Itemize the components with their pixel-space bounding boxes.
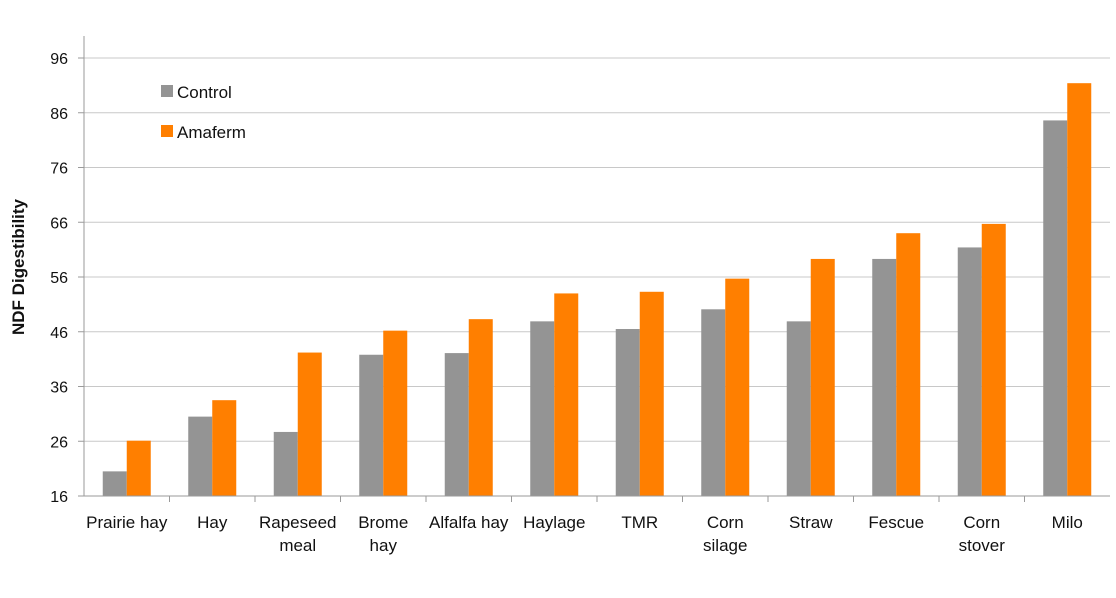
bars	[102, 83, 1092, 496]
bar-amaferm	[981, 223, 1006, 496]
x-tick-label: Milo	[1052, 513, 1083, 532]
y-tick-label: 76	[50, 161, 68, 178]
y-tick-label: 16	[50, 489, 68, 506]
y-axis-label: NDF Digestibility	[9, 198, 28, 335]
bar-control	[530, 321, 555, 496]
x-tick-label: Fescue	[868, 513, 924, 532]
y-tick-label: 96	[50, 51, 68, 68]
x-tick-label: Alfalfa hay	[429, 513, 509, 532]
y-tick-label: 46	[50, 325, 68, 342]
y-tick-labels: 16 26 36 46 56 66 76 86 96	[50, 51, 84, 506]
legend: Control Amaferm	[161, 83, 246, 142]
x-tick-label: Haylage	[523, 513, 585, 532]
x-tick-label: TMR	[621, 513, 658, 532]
bar-control	[1043, 120, 1068, 496]
bar-amaferm	[468, 319, 493, 496]
y-tick-label: 36	[50, 380, 68, 397]
x-tick-label: Straw	[789, 513, 833, 532]
bar-amaferm	[725, 278, 750, 496]
x-tick-label: Corn silage	[703, 513, 747, 555]
y-tick-label: 56	[50, 270, 68, 287]
bar-amaferm	[896, 233, 921, 496]
bar-amaferm	[1067, 83, 1092, 496]
x-tick-label: Rapeseed meal	[259, 513, 337, 555]
bar-amaferm	[383, 330, 408, 496]
bar-amaferm	[810, 258, 835, 496]
bar-control	[102, 471, 127, 496]
x-tick-labels: Prairie hay Hay Rapeseed meal Brome hay Alfalf…	[86, 496, 1083, 555]
bar-amaferm	[126, 440, 151, 496]
bar-amaferm	[212, 400, 237, 496]
bar-amaferm	[639, 291, 664, 496]
axes	[83, 36, 1110, 497]
x-tick-label: Prairie hay	[86, 513, 168, 532]
gridlines	[84, 57, 1110, 442]
bar-amaferm	[297, 352, 322, 496]
bar-control	[786, 321, 811, 496]
bar-control	[188, 416, 213, 496]
x-tick-label: Corn stover	[959, 513, 1006, 555]
legend-label-amaferm: Amaferm	[177, 123, 246, 142]
y-tick-label: 26	[50, 434, 68, 451]
bar-control	[957, 247, 982, 496]
bar-control	[359, 354, 384, 496]
legend-swatch-amaferm	[161, 125, 173, 137]
bar-control	[273, 431, 298, 496]
x-tick-label: Hay	[197, 513, 228, 532]
bar-control	[444, 353, 469, 496]
y-tick-label: 66	[50, 215, 68, 232]
legend-swatch-control	[161, 85, 173, 97]
bar-control	[872, 258, 897, 496]
x-tick-label: Brome hay	[358, 513, 408, 555]
bar-amaferm	[554, 293, 579, 496]
legend-label-control: Control	[177, 83, 232, 102]
y-tick-label: 86	[50, 106, 68, 123]
bar-control	[615, 329, 640, 496]
bar-control	[701, 309, 726, 496]
